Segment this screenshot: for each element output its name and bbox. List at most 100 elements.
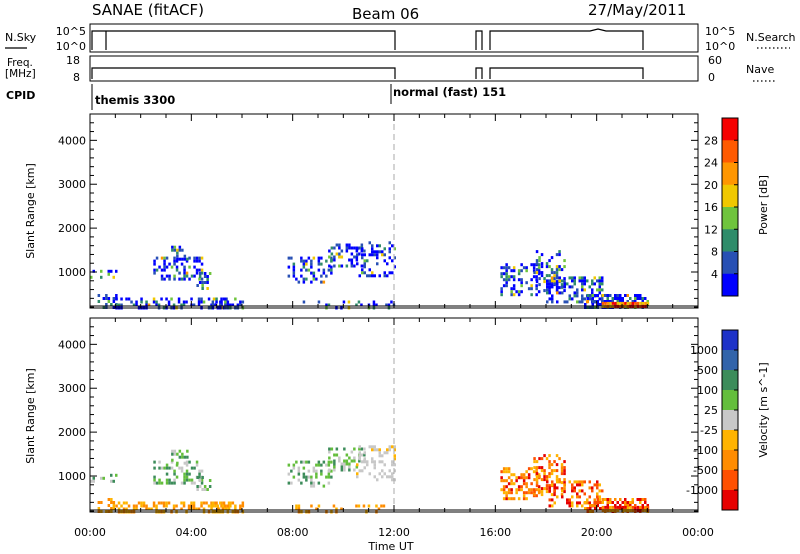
- range-gate-cell: [563, 289, 566, 293]
- range-gate-cell: [601, 282, 604, 286]
- range-gate-cell: [505, 284, 508, 288]
- range-gate-cell: [173, 248, 177, 252]
- range-gate-cell: [634, 507, 637, 510]
- range-gate-cell: [200, 262, 204, 266]
- range-gate-cell: [355, 249, 359, 253]
- range-gate-cell: [219, 303, 222, 307]
- range-gate-cell: [535, 259, 539, 263]
- range-gate-cell: [105, 297, 108, 300]
- range-gate-cell: [168, 478, 171, 482]
- range-gate-cell: [537, 488, 541, 492]
- range-gate-cell: [356, 472, 359, 476]
- x-tick-label: 00:00: [74, 526, 106, 539]
- range-gate-cell: [345, 249, 349, 253]
- range-gate-cell: [533, 478, 536, 482]
- range-gate-cell: [173, 449, 177, 453]
- range-gate-cell: [553, 460, 556, 464]
- range-gate-cell: [97, 507, 101, 510]
- range-gate-cell: [619, 301, 622, 305]
- range-gate-cell: [596, 288, 599, 292]
- range-gate-cell: [363, 466, 366, 470]
- range-gate-cell: [546, 288, 549, 292]
- range-gate-cell: [594, 294, 597, 297]
- range-gate-cell: [581, 276, 584, 280]
- range-gate-cell: [502, 272, 506, 276]
- range-gate-cell: [639, 294, 642, 297]
- range-gate-cell: [548, 291, 551, 295]
- range-gate-cell: [328, 264, 331, 268]
- range-gate-cell: [560, 493, 564, 497]
- range-gate-cell: [355, 303, 358, 307]
- range-gate-cell: [500, 287, 503, 291]
- range-gate-cell: [641, 297, 644, 300]
- range-gate-cell: [358, 454, 361, 458]
- range-gate-cell: [196, 284, 199, 287]
- range-gate-cell: [195, 463, 199, 467]
- range-gate-cell: [546, 291, 549, 295]
- range-gate-cell: [540, 490, 544, 494]
- range-gate-cell: [510, 293, 513, 297]
- range-gate-cell: [175, 475, 179, 479]
- range-gate-cell: [310, 484, 313, 488]
- range-gate-cell: [305, 478, 308, 482]
- range-gate-cell: [591, 303, 594, 306]
- range-gate-cell: [601, 276, 604, 280]
- range-gate-cell: [175, 259, 179, 263]
- range-gate-cell: [545, 265, 549, 269]
- range-gate-cell: [563, 490, 566, 494]
- range-gate-cell: [588, 495, 591, 499]
- range-gate-cell: [182, 504, 186, 508]
- range-gate-cell: [325, 463, 328, 467]
- colorbar-segment: [722, 140, 738, 163]
- range-gate-cell: [540, 271, 544, 275]
- range-gate-cell: [646, 300, 649, 303]
- range-gate-cell: [317, 268, 321, 272]
- range-gate-cell: [533, 493, 536, 497]
- range-gate-cell: [548, 297, 551, 301]
- range-gate-cell: [614, 498, 617, 501]
- range-gate-cell: [290, 469, 293, 473]
- range-gate-cell: [153, 478, 156, 482]
- range-gate-cell: [153, 271, 156, 275]
- range-gate-cell: [183, 475, 186, 479]
- range-gate-cell: [631, 505, 635, 509]
- range-gate-cell: [305, 460, 308, 464]
- range-gate-cell: [373, 475, 376, 479]
- range-gate-cell: [520, 485, 523, 489]
- range-gate-cell: [558, 250, 561, 254]
- range-gate-cell: [581, 285, 584, 289]
- range-gate-cell: [356, 463, 359, 467]
- range-gate-cell: [135, 507, 138, 511]
- range-gate-cell: [221, 507, 225, 511]
- range-gate-cell: [193, 259, 196, 263]
- y-tick-label: 1000: [58, 470, 86, 483]
- range-gate-cell: [322, 460, 326, 464]
- range-gate-cell: [556, 288, 559, 292]
- range-gate-cell: [601, 505, 605, 509]
- range-gate-cell: [378, 274, 381, 278]
- range-gate-cell: [515, 476, 518, 480]
- range-gate-cell: [611, 501, 614, 504]
- range-gate-cell: [310, 271, 313, 275]
- range-gate-cell: [350, 450, 354, 454]
- range-gate-cell: [553, 493, 556, 497]
- range-gate-cell: [353, 264, 356, 268]
- range-gate-cell: [310, 504, 313, 508]
- range-gate-cell: [388, 469, 391, 473]
- range-gate-cell: [551, 294, 554, 298]
- range-gate-cell: [624, 501, 627, 504]
- range-gate-cell: [110, 303, 113, 306]
- range-gate-cell: [505, 470, 508, 474]
- range-gate-cell: [391, 460, 394, 464]
- range-gate-cell: [171, 245, 174, 249]
- range-gate-cell: [586, 294, 589, 297]
- range-gate-cell: [201, 284, 204, 287]
- range-gate-cell: [624, 504, 627, 507]
- range-gate-cell: [609, 498, 612, 501]
- range-gate-cell: [512, 473, 516, 477]
- range-gate-cell: [200, 256, 204, 260]
- range-gate-cell: [505, 497, 508, 501]
- range-gate-cell: [227, 507, 231, 511]
- range-gate-cell: [540, 469, 544, 473]
- range-gate-cell: [312, 484, 316, 488]
